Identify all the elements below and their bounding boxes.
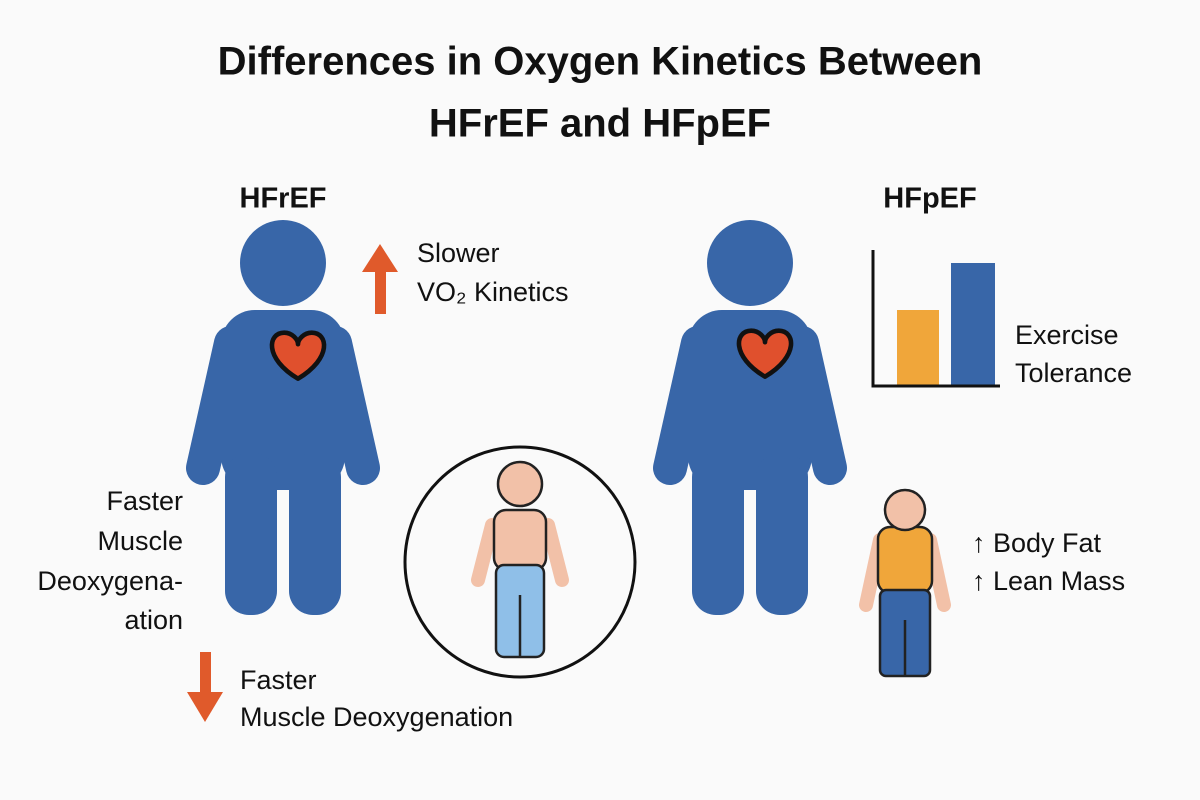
title-line: Differences in Oxygen Kinetics Between <box>218 40 983 84</box>
person-figure <box>203 220 363 615</box>
bottom-label: Faster <box>240 665 317 695</box>
bottom-label: Muscle Deoxygenation <box>240 702 513 732</box>
side-label: Deoxygena- <box>37 566 183 596</box>
body-label: ↑ Body Fat <box>972 528 1102 558</box>
body-label: ↑ Lean Mass <box>972 566 1125 596</box>
panel-heading: HFpEF <box>883 183 976 215</box>
down-arrow <box>187 652 223 722</box>
child-figure <box>471 460 569 659</box>
up-arrow <box>362 244 398 314</box>
chart-label: Exercise <box>1015 320 1119 350</box>
side-label: Muscle <box>97 526 183 556</box>
person-figure <box>670 220 830 615</box>
small-person <box>859 488 951 678</box>
title-line: HFrEF and HFpEF <box>429 102 771 146</box>
chart-label: Tolerance <box>1015 358 1132 388</box>
side-label: ation <box>124 605 183 635</box>
side-label: Faster <box>106 486 183 516</box>
bar-chart-icon <box>871 250 1000 388</box>
panel-heading: HFrEF <box>240 183 327 215</box>
annotation: VO₂ Kinetics <box>417 277 569 307</box>
annotation: Slower <box>417 238 500 268</box>
